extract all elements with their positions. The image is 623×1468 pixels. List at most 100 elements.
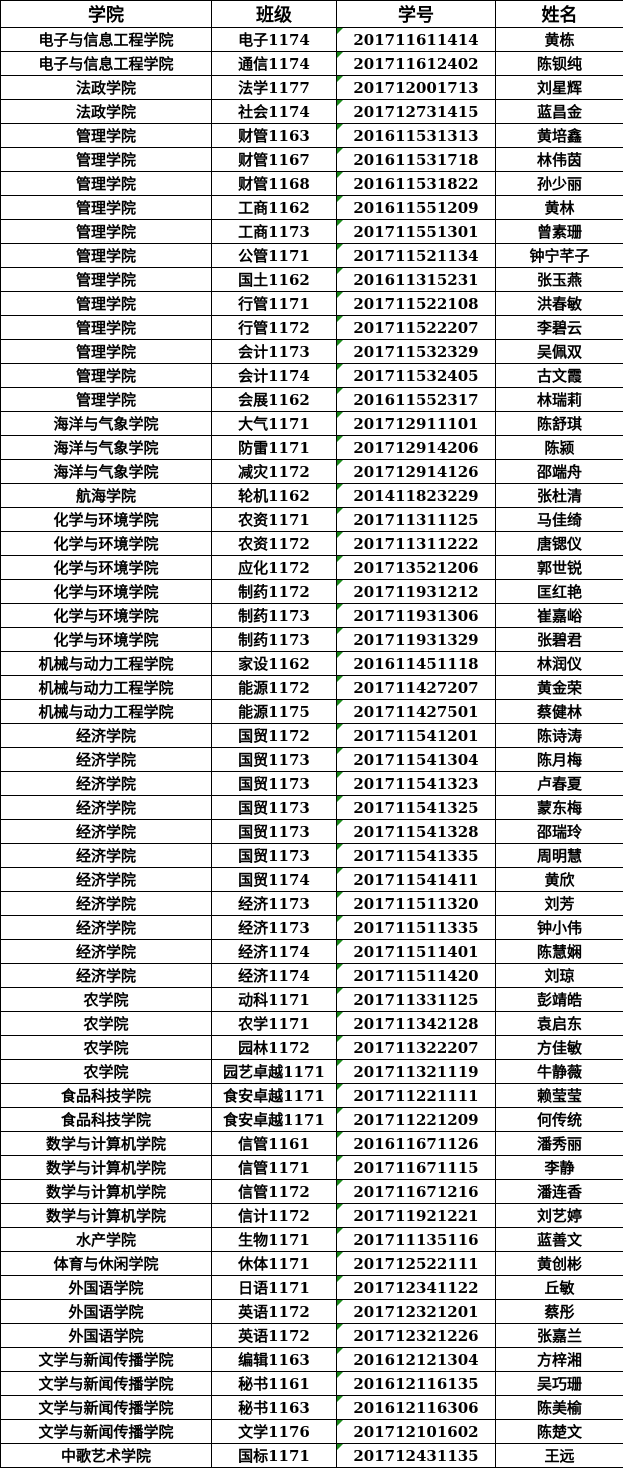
cell-name[interactable]: 卢春夏 <box>495 771 623 796</box>
cell-college[interactable]: 体育与休闲学院 <box>0 1251 212 1276</box>
cell-college[interactable]: 经济学院 <box>0 915 212 940</box>
cell-class[interactable]: 工商1162 <box>211 195 337 220</box>
cell-class[interactable]: 英语1172 <box>211 1299 337 1324</box>
cell-college[interactable]: 经济学院 <box>0 795 212 820</box>
cell-college[interactable]: 中歌艺术学院 <box>0 1443 212 1468</box>
cell-college[interactable]: 机械与动力工程学院 <box>0 675 212 700</box>
cell-college[interactable]: 管理学院 <box>0 387 212 412</box>
cell-class[interactable]: 园艺卓越1171 <box>211 1059 337 1084</box>
cell-student-id[interactable]: 201711931329 <box>336 627 496 652</box>
cell-class[interactable]: 生物1171 <box>211 1227 337 1252</box>
cell-class[interactable]: 财管1168 <box>211 171 337 196</box>
cell-student-id[interactable]: 201711532405 <box>336 363 496 388</box>
header-class[interactable]: 班级 <box>211 0 337 28</box>
cell-college[interactable]: 数学与计算机学院 <box>0 1131 212 1156</box>
cell-name[interactable]: 蔡彤 <box>495 1299 623 1324</box>
cell-student-id[interactable]: 201711541411 <box>336 867 496 892</box>
cell-class[interactable]: 秘书1163 <box>211 1395 337 1420</box>
cell-name[interactable]: 林伟茵 <box>495 147 623 172</box>
cell-college[interactable]: 经济学院 <box>0 747 212 772</box>
cell-student-id[interactable]: 201712341122 <box>336 1275 496 1300</box>
cell-name[interactable]: 郭世锐 <box>495 555 623 580</box>
cell-student-id[interactable]: 201712914206 <box>336 435 496 460</box>
cell-student-id[interactable]: 201712731415 <box>336 99 496 124</box>
cell-name[interactable]: 袁启东 <box>495 1011 623 1036</box>
cell-name[interactable]: 邵瑞玲 <box>495 819 623 844</box>
cell-student-id[interactable]: 201711541325 <box>336 795 496 820</box>
cell-college[interactable]: 电子与信息工程学院 <box>0 27 212 52</box>
cell-name[interactable]: 蔡健林 <box>495 699 623 724</box>
cell-class[interactable]: 财管1167 <box>211 147 337 172</box>
cell-student-id[interactable]: 201711532329 <box>336 339 496 364</box>
cell-class[interactable]: 动科1171 <box>211 987 337 1012</box>
cell-class[interactable]: 食安卓越1171 <box>211 1107 337 1132</box>
cell-name[interactable]: 孙少丽 <box>495 171 623 196</box>
cell-name[interactable]: 潘秀丽 <box>495 1131 623 1156</box>
cell-name[interactable]: 刘芳 <box>495 891 623 916</box>
cell-name[interactable]: 吴巧珊 <box>495 1371 623 1396</box>
cell-name[interactable]: 陈美榆 <box>495 1395 623 1420</box>
cell-class[interactable]: 工商1173 <box>211 219 337 244</box>
cell-student-id[interactable]: 201711541201 <box>336 723 496 748</box>
cell-student-id[interactable]: 201711671115 <box>336 1155 496 1180</box>
cell-student-id[interactable]: 201711541304 <box>336 747 496 772</box>
cell-student-id[interactable]: 201611671126 <box>336 1131 496 1156</box>
cell-name[interactable]: 方梓湘 <box>495 1347 623 1372</box>
cell-class[interactable]: 文学1176 <box>211 1419 337 1444</box>
cell-class[interactable]: 公管1171 <box>211 243 337 268</box>
cell-student-id[interactable]: 201711522207 <box>336 315 496 340</box>
cell-name[interactable]: 邵端舟 <box>495 459 623 484</box>
cell-class[interactable]: 休体1171 <box>211 1251 337 1276</box>
cell-college[interactable]: 数学与计算机学院 <box>0 1155 212 1180</box>
cell-class[interactable]: 减灾1172 <box>211 459 337 484</box>
cell-name[interactable]: 潘连香 <box>495 1179 623 1204</box>
cell-class[interactable]: 经济1173 <box>211 891 337 916</box>
cell-college[interactable]: 电子与信息工程学院 <box>0 51 212 76</box>
cell-student-id[interactable]: 201712321201 <box>336 1299 496 1324</box>
cell-class[interactable]: 农资1172 <box>211 531 337 556</box>
cell-college[interactable]: 经济学院 <box>0 819 212 844</box>
cell-name[interactable]: 黄栋 <box>495 27 623 52</box>
cell-college[interactable]: 农学院 <box>0 1035 212 1060</box>
cell-student-id[interactable]: 201711612402 <box>336 51 496 76</box>
cell-college[interactable]: 化学与环境学院 <box>0 627 212 652</box>
cell-name[interactable]: 古文霞 <box>495 363 623 388</box>
cell-college[interactable]: 化学与环境学院 <box>0 579 212 604</box>
cell-class[interactable]: 国贸1173 <box>211 771 337 796</box>
cell-class[interactable]: 通信1174 <box>211 51 337 76</box>
cell-name[interactable]: 钟宁芊子 <box>495 243 623 268</box>
cell-class[interactable]: 能源1172 <box>211 675 337 700</box>
cell-college[interactable]: 文学与新闻传播学院 <box>0 1371 212 1396</box>
cell-student-id[interactable]: 201711671216 <box>336 1179 496 1204</box>
cell-name[interactable]: 刘艺婷 <box>495 1203 623 1228</box>
cell-college[interactable]: 管理学院 <box>0 291 212 316</box>
cell-college[interactable]: 海洋与气象学院 <box>0 435 212 460</box>
cell-college[interactable]: 经济学院 <box>0 963 212 988</box>
cell-college[interactable]: 经济学院 <box>0 939 212 964</box>
cell-name[interactable]: 周明慧 <box>495 843 623 868</box>
cell-student-id[interactable]: 201712101602 <box>336 1419 496 1444</box>
header-student-id[interactable]: 学号 <box>336 0 496 28</box>
cell-class[interactable]: 编辑1163 <box>211 1347 337 1372</box>
cell-college[interactable]: 海洋与气象学院 <box>0 411 212 436</box>
cell-college[interactable]: 海洋与气象学院 <box>0 459 212 484</box>
cell-class[interactable]: 能源1175 <box>211 699 337 724</box>
cell-student-id[interactable]: 201611531718 <box>336 147 496 172</box>
cell-class[interactable]: 法学1177 <box>211 75 337 100</box>
cell-student-id[interactable]: 201711342128 <box>336 1011 496 1036</box>
cell-name[interactable]: 张杜清 <box>495 483 623 508</box>
cell-name[interactable]: 方佳敏 <box>495 1035 623 1060</box>
cell-college[interactable]: 管理学院 <box>0 267 212 292</box>
cell-college[interactable]: 经济学院 <box>0 771 212 796</box>
cell-college[interactable]: 经济学院 <box>0 891 212 916</box>
cell-name[interactable]: 匡红艳 <box>495 579 623 604</box>
cell-college[interactable]: 食品科技学院 <box>0 1107 212 1132</box>
cell-name[interactable]: 黄林 <box>495 195 623 220</box>
cell-student-id[interactable]: 201612116135 <box>336 1371 496 1396</box>
cell-class[interactable]: 英语1172 <box>211 1323 337 1348</box>
cell-college[interactable]: 管理学院 <box>0 243 212 268</box>
cell-name[interactable]: 林润仪 <box>495 651 623 676</box>
cell-college[interactable]: 经济学院 <box>0 843 212 868</box>
cell-student-id[interactable]: 201711427207 <box>336 675 496 700</box>
cell-college[interactable]: 化学与环境学院 <box>0 555 212 580</box>
